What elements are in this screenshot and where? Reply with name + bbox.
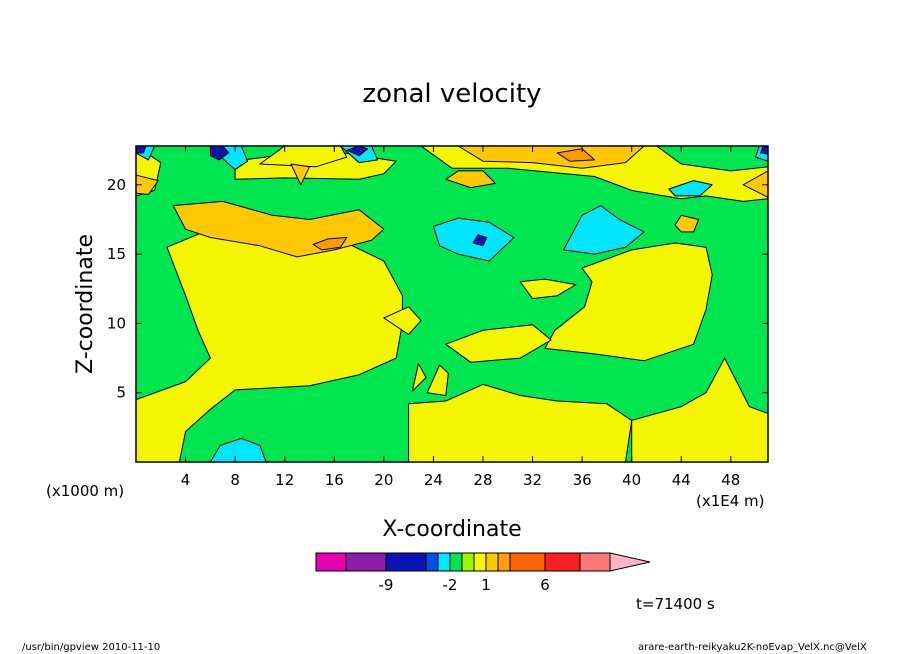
y-tick-label: 5: [116, 384, 126, 402]
x-tick-label: 4: [181, 471, 191, 489]
colorbar-tick-label: 6: [540, 576, 550, 594]
contour-region-yellow: [445, 324, 552, 363]
colorbar-swatch: [497, 552, 511, 572]
y-tick-label: 10: [107, 314, 126, 332]
plot-frame: [135, 145, 769, 463]
contour-region-orange: [742, 170, 768, 198]
contour-region-yellow: [408, 383, 633, 462]
colorbar-swatch: [437, 552, 451, 572]
colorbar-swatch: [461, 552, 475, 572]
contour-region-cyan: [668, 180, 713, 197]
contour-region-cyan: [563, 205, 645, 255]
colorbar-swatch: [345, 552, 387, 572]
contour-region-orange: [290, 163, 310, 186]
x-axis: 4 8 12 16 20 24 28 32 36 40 44 48: [181, 146, 740, 489]
contour-region-blue: [346, 146, 369, 157]
colorbar-swatch: [509, 552, 546, 572]
x-tick-label: 12: [275, 471, 294, 489]
contour-region-yellow: [411, 363, 427, 392]
x-axis-label: X-coordinate: [382, 517, 521, 542]
contour-region-orange: [674, 214, 700, 233]
contour-region-yellow: [136, 228, 403, 462]
contour-region-deep-orange: [556, 148, 595, 162]
colorbar-swatch: [315, 552, 347, 572]
contour-region-yellow: [631, 357, 768, 462]
colorbar-tick-label: -2: [443, 576, 458, 594]
y-tick-label: 20: [107, 176, 126, 194]
y-tick-label: 15: [107, 245, 126, 263]
colorbar-swatch: [579, 552, 611, 572]
x-tick-label: 16: [325, 471, 344, 489]
contour-region-orange: [136, 174, 159, 195]
contour-region-yellow: [519, 278, 577, 299]
contour-region-yellow: [383, 306, 422, 335]
contour-region-orange: [457, 146, 645, 169]
colorbar-swatch: [485, 552, 499, 572]
x-tick-label: 44: [672, 471, 691, 489]
colorbar-swatch: [425, 552, 439, 572]
x-tick-label: 20: [374, 471, 393, 489]
y-axis-label: Z-coordinate: [73, 234, 98, 374]
colorbar: -9 -2 1 6: [315, 552, 651, 594]
contour-region-blue: [472, 234, 488, 247]
contour-regions: [136, 146, 768, 462]
x-tick-label: 40: [622, 471, 641, 489]
x-unit-note: (x1E4 m): [696, 492, 765, 510]
contour-region-blue: [760, 146, 768, 155]
x-tick-label: 36: [573, 471, 592, 489]
footer-left: /usr/bin/gpview 2010-11-10: [22, 642, 160, 653]
contour-region-cyan: [209, 437, 267, 462]
contour-region-yellow: [544, 242, 713, 362]
contour-region-blue: [209, 146, 230, 161]
x-tick-label: 32: [523, 471, 542, 489]
y-axis: 5 10 15 20: [107, 176, 768, 402]
contour-region-deep-orange: [312, 237, 348, 251]
time-label: t=71400 s: [636, 595, 715, 613]
colorbar-tick-label: 1: [481, 576, 491, 594]
x-tick-label: 48: [721, 471, 740, 489]
contour-region-cyan: [432, 217, 515, 262]
x-tick-label: 24: [424, 471, 443, 489]
colorbar-extend-arrow: [609, 552, 651, 572]
contour-region-yellow: [426, 364, 449, 396]
y-unit-note: (x1000 m): [46, 482, 124, 500]
contour-region-orange: [445, 170, 496, 189]
contour-region-yellow: [259, 146, 348, 168]
colorbar-swatch: [385, 552, 427, 572]
colorbar-swatch: [544, 552, 581, 572]
colorbar-swatch: [449, 552, 463, 572]
colorbar-tick-label: -9: [379, 576, 394, 594]
x-tick-label: 28: [473, 471, 492, 489]
footer-right: arare-earth-reikyaku2K-noEvap_VelX.nc@Ve…: [638, 642, 867, 653]
colorbar-swatch: [473, 552, 487, 572]
chart-title: zonal velocity: [362, 79, 541, 109]
contour-region-blue: [136, 146, 147, 154]
x-tick-label: 8: [230, 471, 240, 489]
